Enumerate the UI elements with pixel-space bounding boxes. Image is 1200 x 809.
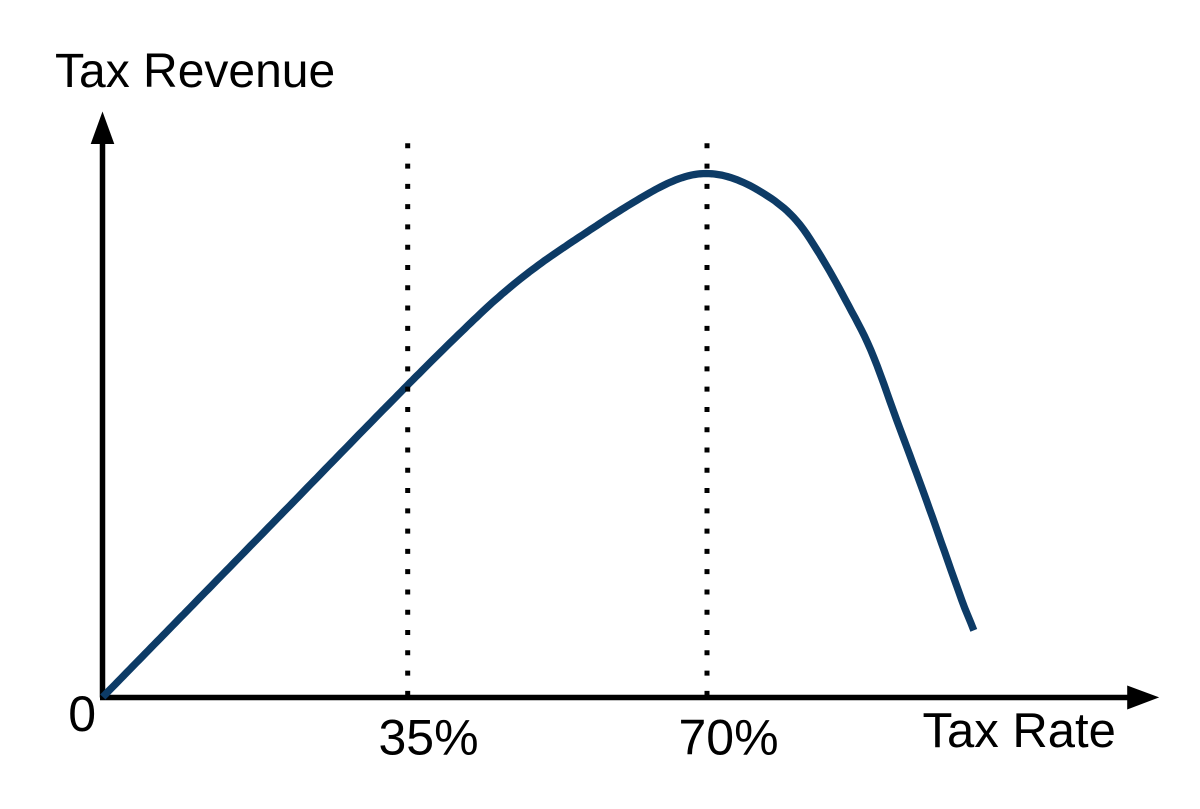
svg-text:70%: 70% bbox=[679, 710, 779, 766]
svg-text:35%: 35% bbox=[379, 710, 479, 766]
svg-text:0: 0 bbox=[68, 686, 96, 742]
svg-text:Tax Rate: Tax Rate bbox=[923, 704, 1116, 758]
svg-text:Tax Revenue: Tax Revenue bbox=[55, 45, 335, 98]
